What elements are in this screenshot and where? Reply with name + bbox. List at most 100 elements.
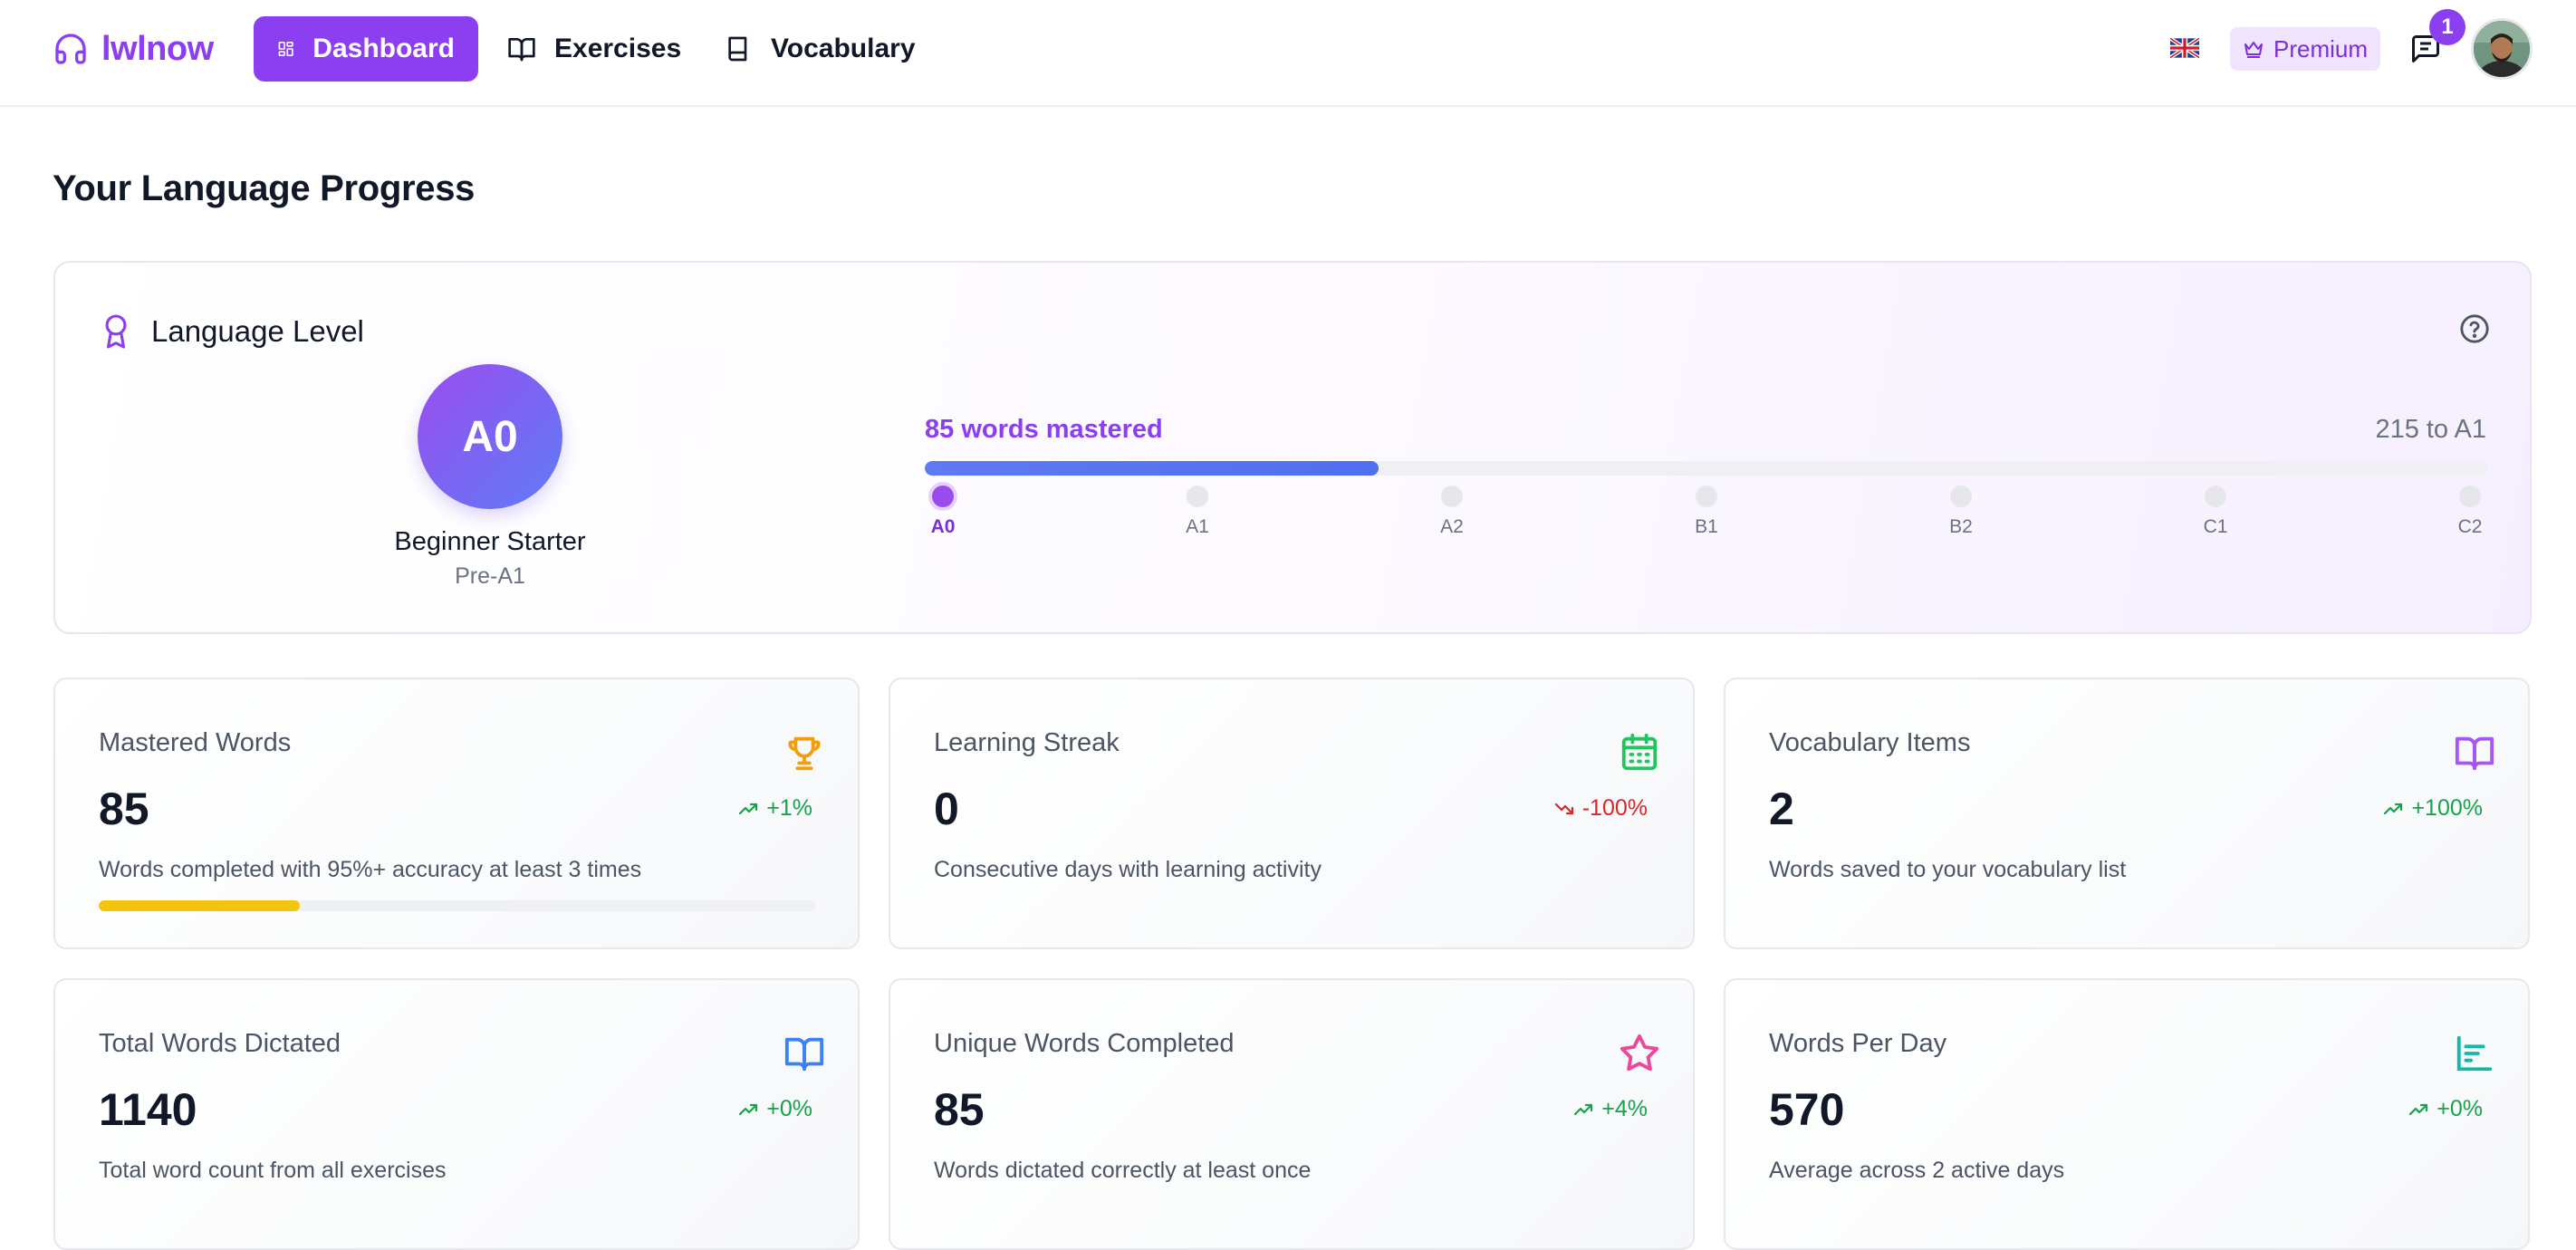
level-step-dot [2205, 486, 2226, 507]
level-step-label: B2 [1949, 516, 1973, 537]
stat-trend: -100% [1553, 795, 1648, 822]
stat-trend-value: +1% [766, 795, 812, 821]
level-step-a1: A1 [1161, 486, 1234, 538]
level-step-dot [2459, 486, 2481, 507]
stat-trend: +1% [737, 795, 812, 822]
level-step-b2: B2 [1925, 486, 1997, 538]
level-step-a2: A2 [1416, 486, 1488, 538]
level-progress-fill [925, 461, 1379, 476]
level-step-a0: A0 [907, 486, 979, 538]
help-icon[interactable] [2459, 313, 2490, 344]
level-step-label: B1 [1695, 516, 1718, 537]
stat-title: Unique Words Completed [934, 1029, 1235, 1058]
user-avatar[interactable] [2471, 18, 2533, 80]
trend-up-icon [2384, 803, 2403, 814]
stat-card-learning-streak: Learning Streak 0 -100% Consecutive days… [889, 678, 1695, 949]
stat-description: Consecutive days with learning activity [934, 857, 1322, 882]
level-step-dot [932, 486, 954, 507]
open-book-icon [2455, 736, 2494, 771]
stat-card-mastered-words: Mastered Words 85 +1% Words completed wi… [53, 678, 860, 949]
calendar-icon [1621, 733, 1658, 771]
level-progress-bar [925, 461, 2488, 476]
level-step-label: C2 [2457, 516, 2483, 537]
language-level-title: Language Level [151, 314, 364, 348]
bar-chart-icon [2456, 1035, 2493, 1072]
trophy-icon [788, 736, 821, 771]
nav-vocabulary-label: Vocabulary [771, 34, 916, 63]
headphones-icon [55, 34, 86, 64]
nav-exercises[interactable]: Exercises [484, 16, 705, 82]
brand-logo[interactable]: lwlnow [53, 27, 214, 71]
stat-trend: +4% [1572, 1096, 1648, 1122]
stat-card-unique-words-completed: Unique Words Completed 85 +4% Words dict… [889, 978, 1695, 1250]
nav-vocabulary[interactable]: Vocabulary [700, 16, 939, 82]
stat-value: 570 [1769, 1084, 1845, 1135]
trend-up-icon [2409, 1103, 2428, 1115]
stat-trend-value: +100% [2411, 795, 2483, 821]
stat-description: Total word count from all exercises [99, 1158, 447, 1183]
level-subtitle: Pre-A1 [455, 563, 525, 589]
stat-card-words-per-day: Words Per Day 570 +0% Average across 2 a… [1724, 978, 2530, 1250]
premium-button[interactable]: Premium [2230, 27, 2380, 71]
words-to-next-level: 215 to A1 [2375, 415, 2486, 444]
stat-trend-value: +4% [1601, 1096, 1648, 1121]
stat-title: Mastered Words [99, 728, 292, 757]
stat-value: 1140 [99, 1084, 197, 1135]
stat-description: Words completed with 95%+ accuracy at le… [99, 857, 642, 882]
level-step-label: A1 [1186, 516, 1209, 537]
nav-exercises-label: Exercises [554, 34, 682, 63]
trend-up-icon [739, 1103, 758, 1115]
stat-trend-value: +0% [766, 1096, 812, 1121]
stat-trend-value: +0% [2437, 1096, 2483, 1121]
level-step-c1: C1 [2179, 486, 2252, 538]
stat-value: 2 [1769, 784, 1794, 834]
language-level-card: Language Level A0 Beginner Starter Pre-A… [53, 261, 2532, 634]
language-level-header: Language Level [101, 313, 364, 350]
level-step-b1: B1 [1670, 486, 1743, 538]
level-step-label: C1 [2203, 516, 2228, 537]
stat-description: Average across 2 active days [1769, 1158, 2065, 1183]
crown-icon [2244, 42, 2263, 58]
level-step-dot [1696, 486, 1717, 507]
open-book-icon [784, 1037, 824, 1072]
brand-name: lwlnow [101, 29, 214, 68]
stat-value: 85 [99, 784, 149, 834]
stat-title: Total Words Dictated [99, 1029, 341, 1058]
level-steps: A0 A1 A2 B1 B2 C1 C2 [925, 486, 2488, 549]
page-title: Your Language Progress [53, 168, 476, 208]
stat-trend: +100% [2382, 795, 2483, 822]
stat-value: 85 [934, 1084, 985, 1135]
stat-trend: +0% [2408, 1096, 2483, 1122]
stat-title: Vocabulary Items [1769, 728, 1971, 757]
current-level-badge: A0 [418, 364, 562, 509]
uk-flag-icon[interactable] [2170, 38, 2199, 58]
level-step-label: A2 [1440, 516, 1464, 537]
level-step-label: A0 [930, 516, 956, 537]
level-step-dot [1441, 486, 1463, 507]
words-mastered-text: 85 words mastered [925, 415, 1163, 444]
nav-dashboard[interactable]: Dashboard [254, 16, 478, 82]
level-step-dot [1187, 486, 1208, 507]
stat-title: Words Per Day [1769, 1029, 1947, 1058]
level-name: Beginner Starter [394, 527, 586, 556]
book-icon [728, 36, 747, 62]
stat-title: Learning Streak [934, 728, 1120, 757]
level-step-dot [1950, 486, 1972, 507]
nav-dashboard-label: Dashboard [312, 34, 455, 63]
trend-up-icon [739, 803, 758, 814]
stat-description: Words dictated correctly at least once [934, 1158, 1312, 1183]
top-navbar: lwlnow Dashboard Exercises Vocabulary Pr… [0, 0, 2576, 107]
star-icon [1620, 1034, 1659, 1072]
user-photo-icon [2474, 21, 2530, 77]
open-book-icon [508, 38, 535, 62]
trend-down-icon [1554, 803, 1573, 814]
notification-badge[interactable]: 1 [2429, 9, 2465, 45]
stat-description: Words saved to your vocabulary list [1769, 857, 2127, 882]
stat-progress-bar [99, 900, 816, 911]
stat-trend: +0% [737, 1096, 812, 1122]
premium-label: Premium [2273, 34, 2368, 62]
stat-value: 0 [934, 784, 959, 834]
award-ribbon-icon [105, 314, 127, 349]
level-step-c2: C2 [2434, 486, 2506, 538]
dashboard-grid-icon [278, 41, 293, 57]
